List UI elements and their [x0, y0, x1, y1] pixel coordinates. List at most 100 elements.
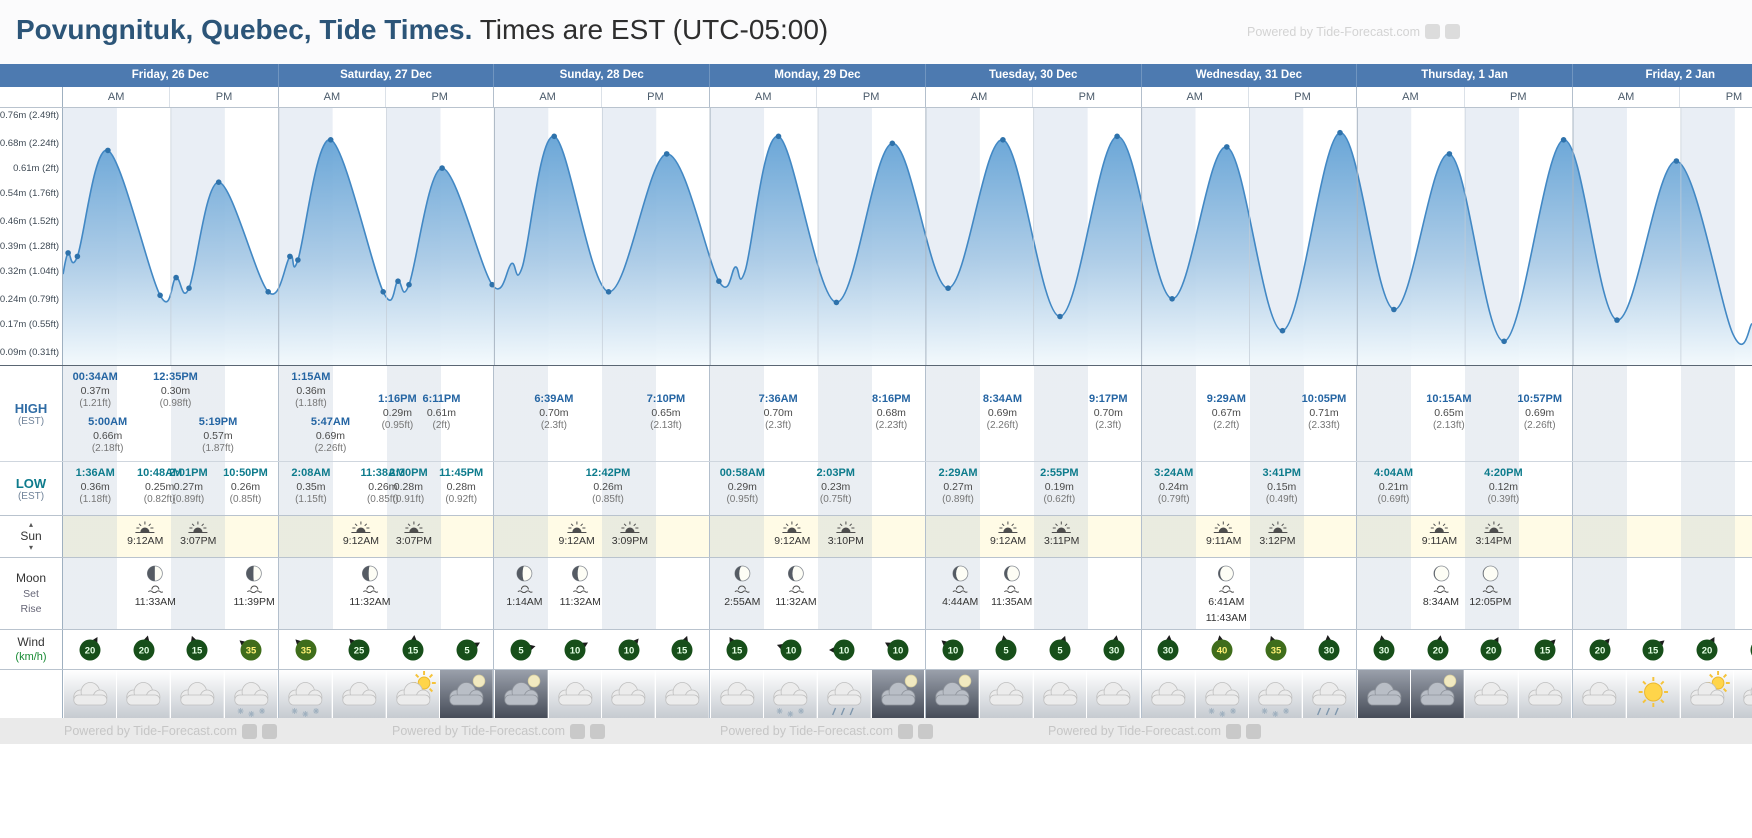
low-tide-cell: 00:58AM 0.29m (0.95ft) 2:03PM 0.23m (0.75ft): [710, 462, 926, 515]
weather-cloud-snow-icon: [764, 670, 817, 718]
high-tide-entry: 6:11PM 0.61m (2ft): [422, 393, 460, 432]
tide-time: 3:41PM: [1262, 467, 1301, 479]
high-tide-entry: 7:10PM 0.65m (2.13ft): [647, 393, 686, 432]
low-tide-cell: [1572, 462, 1752, 515]
tide-time: 3:24AM: [1154, 467, 1194, 479]
day-header[interactable]: Monday, 29 Dec: [710, 64, 926, 87]
tide-time: 5:00AM: [88, 416, 128, 428]
day-header-spacer: [0, 64, 63, 87]
high-tide-cell: 8:34AM 0.69m (2.26ft) 9:17PM 0.70m (2.3ft): [925, 366, 1142, 461]
tide-height-m: 0.26m: [230, 480, 261, 493]
tide-height-ft: (0.85ft): [229, 493, 262, 505]
wind-marker: 35: [279, 630, 333, 669]
moonset-icon: [517, 585, 533, 593]
ampm-cell: AM PM: [279, 87, 495, 107]
day-header[interactable]: Saturday, 27 Dec: [279, 64, 495, 87]
low-tide-entry: 2:30PM 0.28m (0.91ft): [389, 467, 428, 506]
sunset-entry: 3:14PM: [1475, 521, 1512, 547]
ampm-am-label: AM: [1573, 87, 1681, 107]
wind-marker: 10: [926, 630, 980, 669]
weather-tile-cloud-snow: [1249, 670, 1303, 718]
tide-height-ft: (2.33ft): [1308, 419, 1340, 431]
tide-height-m: 0.57m: [203, 429, 233, 442]
ampm-cell: AM PM: [1357, 87, 1573, 107]
sun-row-label: ▴ Sun ▾: [0, 516, 63, 557]
day-header[interactable]: Wednesday, 31 Dec: [1142, 64, 1358, 87]
moon-entry: 11:32AM: [560, 565, 601, 609]
tide-height-ft: (2.13ft): [650, 419, 682, 431]
moonset-icon: [734, 585, 751, 593]
wind-unit-link[interactable]: (km/h): [15, 651, 47, 664]
wind-marker: 20: [117, 630, 171, 669]
day-header[interactable]: Friday, 2 Jan: [1573, 64, 1752, 87]
weather-tile-cloud: [710, 670, 764, 718]
moon-time: 1:14AM: [506, 596, 543, 608]
svg-text:20: 20: [1432, 645, 1443, 656]
moon-time: 11:43AM: [1205, 612, 1247, 625]
store-badge-icon: [242, 723, 257, 739]
ampm-cell: AM PM: [1573, 87, 1752, 107]
high-tide-cell: [1572, 366, 1752, 461]
moon-cell: 11:32AM: [278, 558, 495, 629]
ampm-am-label: AM: [1357, 87, 1465, 107]
wind-icon: 20: [1480, 636, 1502, 660]
wind-icon: 15: [402, 634, 424, 660]
ampm-pm-label: PM: [431, 91, 448, 103]
moon-time: 12:05PM: [1469, 596, 1512, 608]
weather-tile-cloud: [63, 670, 117, 718]
tide-height-m: 0.29m: [727, 480, 757, 493]
svg-text:15: 15: [1648, 645, 1659, 656]
svg-text:10: 10: [570, 645, 581, 656]
low-tide-cell: 1:36AM 0.36m (1.18ft) 10:48AM 0.25m (0.82ft) 2…: [63, 462, 279, 515]
ampm-am-label: AM: [494, 87, 602, 107]
tide-time: 2:30PM: [389, 467, 428, 479]
day-header[interactable]: Friday, 26 Dec: [63, 64, 279, 87]
weather-night-cloud-icon: [1357, 670, 1411, 718]
wind-icon: 35: [239, 639, 262, 660]
high-label: HIGH: [14, 400, 48, 416]
moon-entry: 11:35AM: [991, 565, 1032, 609]
weather-cloud-icon: [1518, 670, 1572, 718]
footer-watermark[interactable]: Powered by Tide-Forecast.com: [392, 723, 605, 739]
header-watermark[interactable]: Powered by Tide-Forecast.com: [1247, 24, 1460, 39]
wind-label: Wind: [17, 634, 45, 649]
moon-time: 11:32AM: [349, 596, 391, 608]
tide-time: 8:34AM: [982, 393, 1023, 405]
day-header[interactable]: Sunday, 28 Dec: [494, 64, 711, 87]
tide-time: 6:11PM: [422, 393, 461, 405]
wind-icon: 35: [294, 638, 317, 660]
footer-watermark[interactable]: Powered by Tide-Forecast.com: [720, 723, 933, 739]
y-axis: 0.76m (2.49ft) 0.68m (2.24ft) 0.61m (2ft) 0…: [0, 108, 63, 365]
day-header[interactable]: Thursday, 1 Jan: [1357, 64, 1573, 87]
low-tide-entry: 2:55PM 0.19m (0.62ft): [1040, 467, 1079, 506]
sunset-entry: 3:12PM: [1259, 521, 1296, 547]
tide-height-ft: (2.18ft): [91, 442, 124, 454]
tide-height-ft: (2.13ft): [1433, 419, 1465, 431]
tide-height-m: 0.24m: [1159, 480, 1189, 493]
wind-marker: 30: [1142, 630, 1196, 669]
footer-watermark[interactable]: Powered by Tide-Forecast.com: [64, 723, 277, 739]
wind-marker: 10: [817, 630, 871, 669]
page-footer: Powered by Tide-Forecast.com Powered by T…: [0, 718, 1752, 744]
weather-tile-cloud: [1734, 670, 1752, 718]
svg-text:15: 15: [1540, 645, 1551, 656]
low-tide-entry: 11:38AM 0.26m (0.85ft): [361, 467, 406, 506]
ampm-pm-label: PM: [1294, 91, 1311, 103]
tide-height-m: 0.65m: [1434, 406, 1464, 419]
low-tide-entry: 2:08AM 0.35m (1.15ft): [291, 467, 330, 506]
wind-marker: 15: [710, 630, 764, 669]
wind-icon: 30: [1103, 634, 1125, 660]
y-axis-label: 0.54m (1.76ft): [0, 187, 59, 199]
wind-marker: 15: [1518, 630, 1572, 669]
svg-text:10: 10: [893, 645, 904, 656]
moonrise-icon: [788, 585, 804, 593]
svg-text:30: 30: [1324, 645, 1335, 656]
ampm-row: AM PM AM PM AM PM AM PM AM PM AM PM AM PM AM PM: [0, 87, 1752, 108]
weather-tile-cloud: [602, 670, 656, 718]
sunset-icon: [1267, 521, 1287, 533]
moonrise-icon: [362, 585, 378, 593]
weather-cloud-icon: [117, 670, 170, 718]
day-header[interactable]: Tuesday, 30 Dec: [926, 64, 1142, 87]
low-tide-cell: 2:08AM 0.35m (1.15ft) 11:38AM 0.26m (0.85ft) 2…: [278, 462, 495, 515]
footer-watermark[interactable]: Powered by Tide-Forecast.com: [1048, 723, 1261, 739]
